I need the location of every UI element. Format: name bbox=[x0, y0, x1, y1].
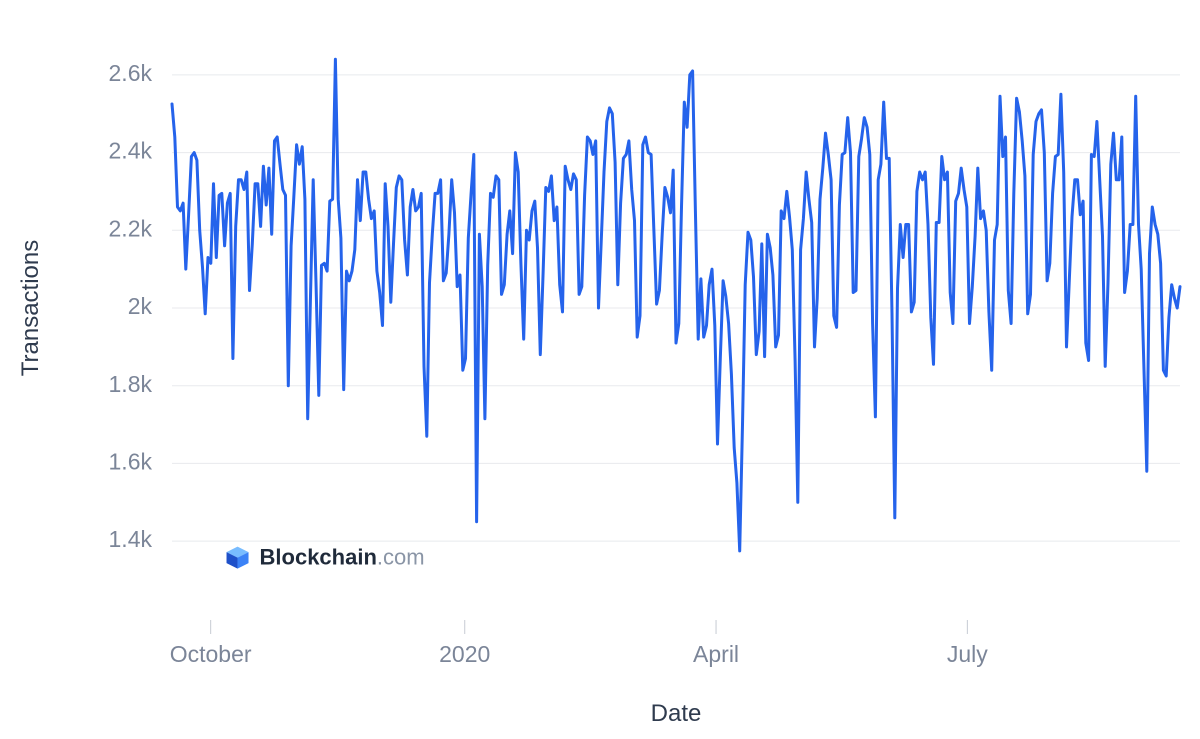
x-axis-title: Date bbox=[651, 700, 702, 727]
chart-container: 1.4k 1.6k 1.8k 2k 2.2k 2.4k 2.6k October 2020 Apr… bbox=[0, 0, 1200, 739]
y-tick-label: 2.4k bbox=[109, 138, 153, 164]
y-tick-label: 1.8k bbox=[109, 371, 153, 397]
y-tick-label: 2.2k bbox=[109, 215, 153, 241]
y-tick-label: 1.4k bbox=[109, 526, 153, 552]
x-tick-label: April bbox=[693, 641, 739, 667]
y-tick-label: 2k bbox=[128, 293, 153, 319]
x-tick-label: 2020 bbox=[439, 641, 490, 667]
line-chart: 1.4k 1.6k 1.8k 2k 2.2k 2.4k 2.6k October 2020 Apr… bbox=[0, 0, 1200, 739]
x-tick-label: October bbox=[170, 641, 252, 667]
y-tick-label: 2.6k bbox=[109, 60, 153, 86]
x-tick-label: July bbox=[947, 641, 988, 667]
watermark-text: Blockchain.com bbox=[260, 545, 425, 570]
y-axis-title: Transactions bbox=[17, 240, 44, 377]
y-tick-label: 1.6k bbox=[109, 449, 153, 475]
